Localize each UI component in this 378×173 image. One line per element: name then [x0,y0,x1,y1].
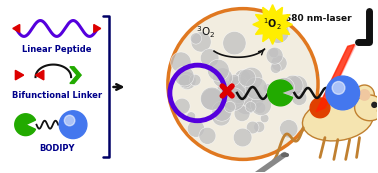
Circle shape [372,102,377,107]
Text: $^3$O$_2$: $^3$O$_2$ [196,25,215,40]
Text: $^1$O$_2$: $^1$O$_2$ [263,17,282,32]
Polygon shape [15,70,24,80]
Circle shape [291,90,307,106]
Circle shape [212,101,232,121]
Circle shape [260,114,269,123]
Circle shape [168,9,318,159]
Text: Bifunctional Linker: Bifunctional Linker [12,91,102,100]
Circle shape [174,66,194,86]
Ellipse shape [302,98,373,141]
Circle shape [187,112,196,121]
Circle shape [254,121,265,133]
Circle shape [187,120,204,137]
Circle shape [232,74,253,95]
Polygon shape [36,70,44,80]
Circle shape [223,31,246,55]
Circle shape [251,95,271,116]
Polygon shape [316,44,355,112]
Circle shape [226,76,249,99]
Circle shape [355,85,374,105]
Circle shape [245,102,256,112]
Circle shape [179,74,192,88]
Polygon shape [253,5,292,44]
Ellipse shape [355,95,378,121]
Circle shape [233,75,247,89]
Circle shape [212,107,231,126]
Circle shape [233,128,252,147]
Circle shape [234,70,251,86]
Circle shape [208,59,229,81]
Circle shape [234,106,250,121]
Circle shape [274,78,294,98]
Circle shape [359,89,370,101]
Circle shape [326,76,359,110]
Circle shape [332,81,345,94]
Circle shape [189,74,201,86]
Circle shape [200,87,223,110]
Circle shape [310,98,330,118]
Circle shape [222,88,245,111]
Circle shape [267,21,289,43]
Circle shape [282,75,303,96]
Circle shape [217,82,229,94]
Polygon shape [13,25,20,33]
Circle shape [271,55,287,71]
Text: 680 nm-laser: 680 nm-laser [285,14,352,23]
Circle shape [240,67,263,90]
Text: BODIPY: BODIPY [39,144,75,153]
Circle shape [201,88,223,110]
Circle shape [269,48,279,58]
Circle shape [64,115,75,126]
Circle shape [223,80,231,88]
Circle shape [200,49,219,67]
Circle shape [191,32,211,52]
Circle shape [199,127,216,144]
Text: Linear Peptide: Linear Peptide [23,45,92,54]
Circle shape [190,33,201,44]
Polygon shape [94,25,101,33]
Polygon shape [70,67,81,83]
Circle shape [263,84,271,92]
Circle shape [246,121,259,134]
Polygon shape [15,114,36,136]
Circle shape [245,77,268,100]
Circle shape [178,71,196,90]
Circle shape [174,98,190,114]
Circle shape [254,102,266,114]
Circle shape [59,111,87,139]
Ellipse shape [377,107,378,115]
Circle shape [287,76,307,96]
Circle shape [218,97,229,109]
Circle shape [235,93,257,115]
Circle shape [266,47,283,64]
Polygon shape [316,45,356,115]
Circle shape [268,84,284,99]
Polygon shape [268,80,293,106]
Circle shape [270,63,281,73]
Circle shape [213,68,232,88]
Circle shape [238,69,256,86]
Circle shape [229,74,240,85]
Circle shape [170,52,191,72]
Circle shape [242,88,264,110]
Circle shape [280,120,298,138]
Circle shape [225,101,235,112]
Circle shape [228,83,249,103]
